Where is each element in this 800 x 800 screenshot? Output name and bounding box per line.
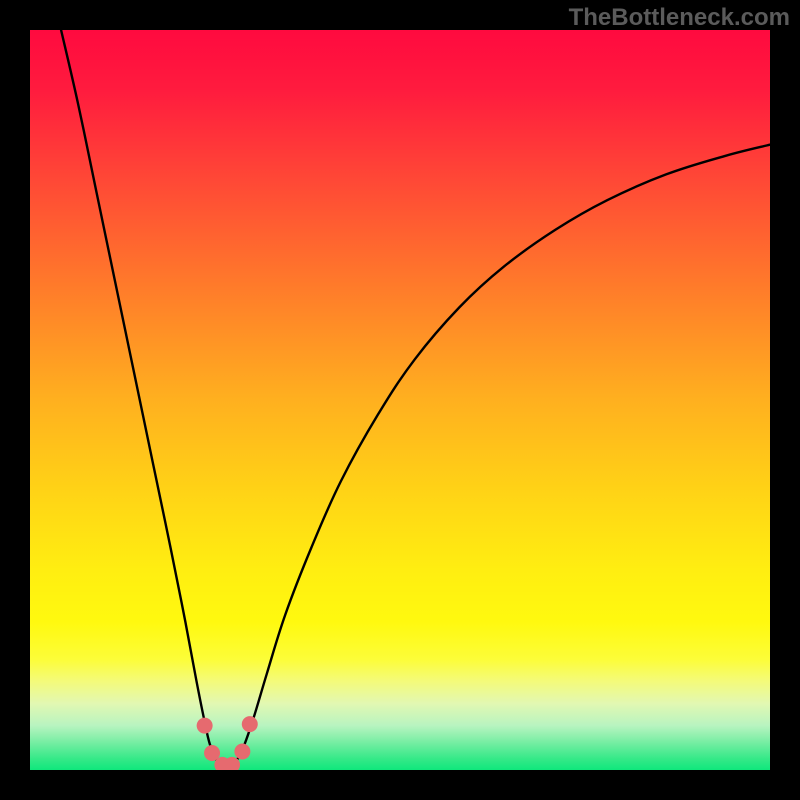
trough-marker bbox=[242, 716, 258, 732]
trough-marker bbox=[197, 718, 213, 734]
trough-marker bbox=[234, 744, 250, 760]
chart-plot-area bbox=[30, 30, 770, 770]
chart-svg bbox=[30, 30, 770, 770]
watermark-text: TheBottleneck.com bbox=[569, 4, 790, 32]
chart-background bbox=[30, 30, 770, 770]
